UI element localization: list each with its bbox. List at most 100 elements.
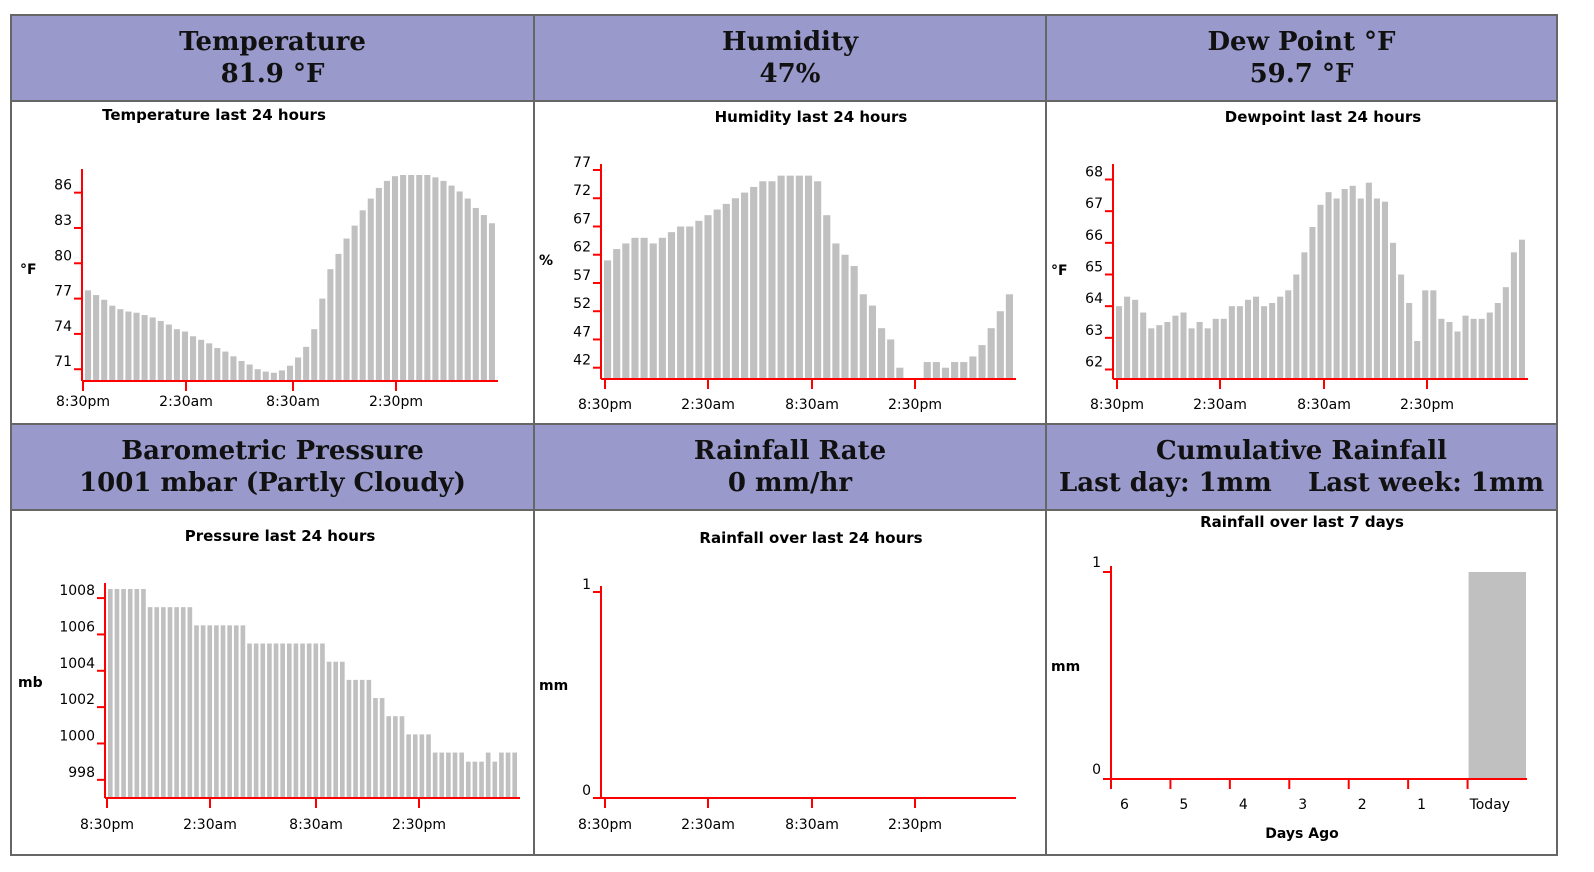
data-bar xyxy=(267,643,272,797)
y-tick-label: 47 xyxy=(573,324,591,340)
y-tick-label: 1008 xyxy=(59,583,95,599)
data-bar xyxy=(399,716,405,797)
data-bar xyxy=(777,175,785,378)
data-bar xyxy=(878,328,886,378)
pressure-value: 1001 mbar (Partly Cloudy) xyxy=(79,468,466,498)
temperature-chart-cell: Temperature last 24 hours °F 71 74 77 80 83 86 8… xyxy=(12,102,535,425)
y-axis-label: mb xyxy=(18,675,43,691)
data-bar xyxy=(1156,325,1163,378)
data-bar xyxy=(295,357,302,380)
x-axis-label: Days Ago xyxy=(1265,826,1339,842)
data-bar xyxy=(658,237,666,378)
data-bar xyxy=(1277,296,1284,378)
data-bar xyxy=(109,305,116,380)
x-tick-label: 2:30am xyxy=(183,817,237,833)
data-bar xyxy=(260,643,266,797)
x-tick-label: 2:30am xyxy=(681,397,735,413)
data-bar xyxy=(319,298,326,380)
data-bar xyxy=(649,243,657,378)
data-bar xyxy=(1341,189,1348,378)
data-bar xyxy=(174,607,179,797)
data-bar xyxy=(859,294,867,378)
data-bar xyxy=(262,371,269,380)
data-bar xyxy=(238,360,245,380)
chart-title: Pressure last 24 hours xyxy=(185,527,376,545)
y-tick-label: 42 xyxy=(573,353,591,369)
data-bar xyxy=(198,339,205,380)
data-bar xyxy=(181,331,189,380)
data-bar xyxy=(978,345,986,378)
chart-title: Temperature last 24 hours xyxy=(102,106,326,124)
data-bar xyxy=(464,198,471,380)
x-tick-label: 8:30am xyxy=(266,394,320,410)
dewpoint-title: Dew Point °F xyxy=(1207,27,1396,57)
rainfall-rate-value: 0 mm/hr xyxy=(727,468,853,498)
x-tick-label: 8:30am xyxy=(1297,397,1351,413)
data-bar xyxy=(286,643,292,797)
data-bar xyxy=(741,192,749,378)
data-bar xyxy=(141,315,148,380)
data-bar xyxy=(333,661,339,797)
data-bar xyxy=(206,343,213,380)
data-bar xyxy=(375,187,382,380)
data-bar xyxy=(969,356,977,378)
data-bar xyxy=(227,625,232,797)
data-bar xyxy=(1253,296,1260,378)
data-bar xyxy=(1212,318,1219,378)
data-bar xyxy=(141,589,146,797)
x-tick-label: 2:30am xyxy=(159,394,213,410)
data-bar xyxy=(512,752,517,797)
data-bar xyxy=(247,643,252,797)
data-bar xyxy=(472,761,478,797)
x-tick-label: 8:30am xyxy=(785,397,839,413)
data-bar xyxy=(631,237,639,378)
pressure-chart-cell: Pressure last 24 hours mb 998 1000 1002 1004 1… xyxy=(12,511,535,856)
y-axis-label: mm xyxy=(539,678,568,694)
data-bar xyxy=(207,625,213,797)
data-bar xyxy=(996,311,1004,378)
rainfall-bar xyxy=(1468,572,1526,778)
data-bar xyxy=(133,312,140,380)
y-axis-label: °F xyxy=(20,262,37,278)
data-bar xyxy=(713,209,721,378)
x-tick-label: 8:30am xyxy=(289,817,343,833)
y-tick-label: 62 xyxy=(573,240,591,256)
y-tick-label: 1 xyxy=(582,577,591,593)
data-bar xyxy=(200,625,206,797)
data-bar xyxy=(1349,185,1356,378)
data-bar xyxy=(273,643,279,797)
y-tick-label: 86 xyxy=(54,178,72,194)
data-bar xyxy=(704,215,712,378)
humidity-header: Humidity 47% xyxy=(535,16,1047,102)
data-bar xyxy=(622,243,630,378)
data-bar xyxy=(759,181,767,378)
data-bar xyxy=(1140,312,1147,378)
data-bar xyxy=(488,223,495,380)
data-bar xyxy=(121,589,126,797)
data-bar xyxy=(270,372,277,380)
data-bar xyxy=(157,320,164,380)
data-bar xyxy=(1518,239,1525,378)
data-bar xyxy=(383,180,390,380)
humidity-value: 47% xyxy=(759,59,821,89)
data-bar xyxy=(426,734,431,797)
data-bar xyxy=(768,181,776,378)
y-tick-label: 63 xyxy=(1085,323,1103,339)
x-tick-label: 2:30am xyxy=(681,817,735,833)
x-tick-label: 2:30pm xyxy=(888,817,942,833)
x-tick-label: 2:30pm xyxy=(1400,397,1454,413)
last-day-rainfall: Last day: 1mm xyxy=(1058,468,1272,498)
dewpoint-chart: Dewpoint last 24 hours °F 62 63 64 65 66 67 68 8:… xyxy=(1051,108,1528,413)
data-bar xyxy=(190,336,197,380)
x-tick-label: 8:30pm xyxy=(56,394,110,410)
y-tick-label: 66 xyxy=(1085,228,1103,244)
data-bar xyxy=(1005,294,1013,378)
data-bar xyxy=(1478,318,1485,378)
x-tick-label: 2:30am xyxy=(1193,397,1247,413)
temperature-value: 81.9 °F xyxy=(220,59,325,89)
data-bar xyxy=(93,295,100,380)
data-bar xyxy=(492,761,498,797)
data-bar xyxy=(677,226,685,378)
data-bar xyxy=(1454,331,1461,378)
data-bar xyxy=(1116,306,1123,378)
